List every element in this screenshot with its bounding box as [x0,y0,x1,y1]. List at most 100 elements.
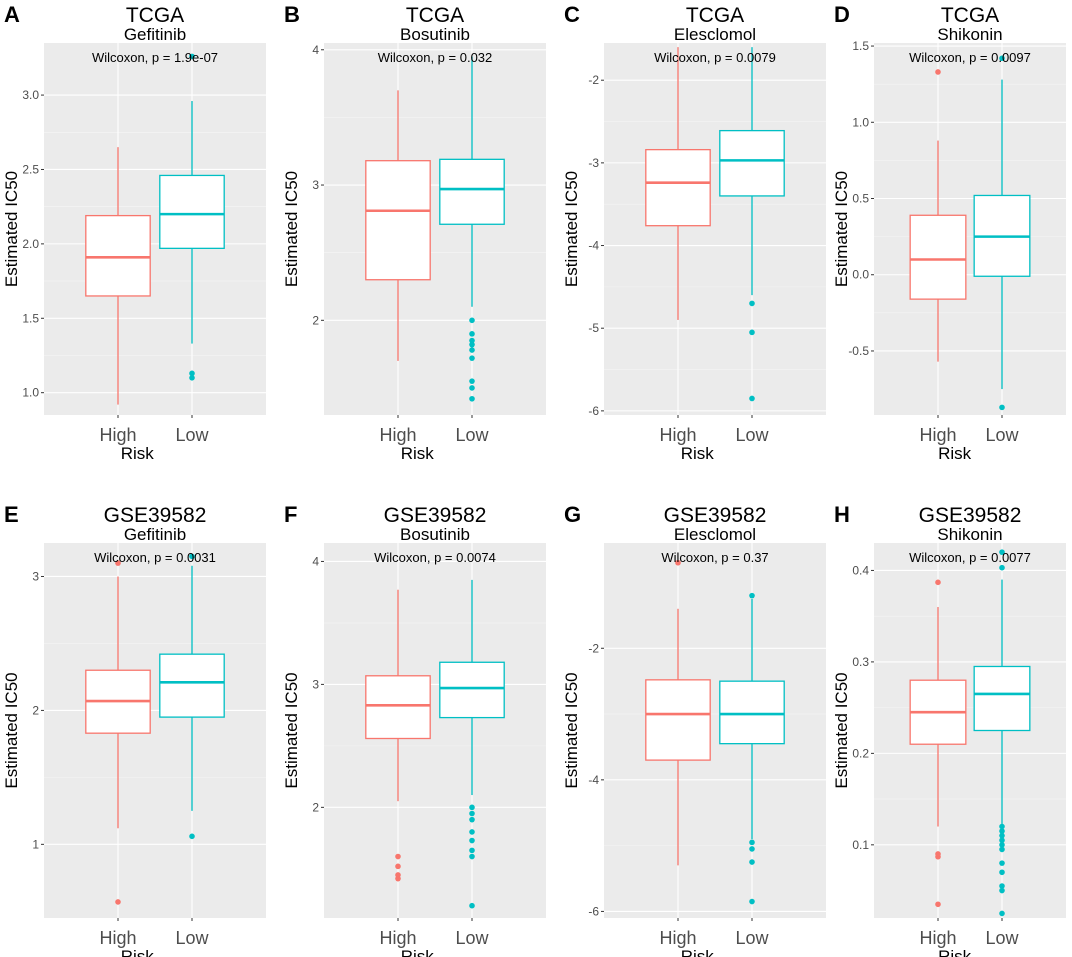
outlier-point [469,378,475,384]
x-tick-label: Low [455,928,489,948]
x-axis-label: Risk [681,947,715,957]
outlier-point [999,846,1005,853]
x-tick-label: High [659,928,696,948]
panel-title: GSE39582 [104,504,207,527]
y-tick-label: 1 [32,837,39,851]
y-tick-label: -0.5 [848,344,869,358]
y-tick-label: -5 [588,321,599,335]
y-tick-label: 1.0 [22,386,39,400]
outlier-point [999,837,1005,844]
panel-subtitle: Shikonin [937,525,1002,544]
outlier-point [749,395,755,402]
outlier-point [469,902,475,909]
panel-subtitle: Gefitinib [124,525,186,544]
outlier-point [749,846,755,852]
box-low [439,579,505,909]
outlier-point [115,899,121,905]
x-axis-label: Risk [681,444,715,463]
outlier-point [935,901,941,908]
outlier-point [999,869,1005,876]
box-low [159,53,225,381]
outlier-point [999,860,1005,866]
iqr-box [645,679,711,761]
iqr-box [159,174,225,249]
x-axis-label: Risk [401,444,435,463]
y-tick-label: -2 [588,73,599,87]
y-tick-label: 0.0 [852,268,869,282]
outlier-point [395,853,401,860]
panel-letter: A [4,2,20,27]
y-tick-label: 0.2 [852,746,869,760]
panel-title: GSE39582 [664,504,767,527]
y-tick-label: 4 [312,43,319,57]
iqr-box [85,214,151,297]
x-tick-label: Low [985,928,1019,948]
outlier-point [469,347,475,353]
y-tick-label: 1.0 [852,115,869,129]
iqr-box [909,214,967,300]
outlier-point [999,842,1005,848]
p-value-label: Wilcoxon, p = 0.0079 [654,50,776,65]
outlier-point [469,385,475,391]
x-tick-label: High [919,928,956,948]
iqr-box [159,653,225,718]
outlier-point [935,851,941,857]
x-tick-label: Low [175,425,209,445]
y-tick-label: 2.0 [22,237,39,251]
x-tick-label: Low [735,425,769,445]
y-tick-label: -2 [588,641,599,655]
outlier-point [469,395,475,402]
box-high [645,559,711,866]
plot-background [324,43,546,415]
outlier-point [115,560,121,566]
outlier-point [999,549,1005,555]
outlier-point [469,337,475,344]
y-tick-label: 2 [32,703,39,717]
y-tick-label: 0.1 [852,838,869,852]
outlier-point [999,828,1005,834]
outlier-point [749,592,755,599]
plot-background [604,43,826,415]
panel-letter: B [284,2,300,27]
outlier-point [469,804,475,811]
box-low [719,47,785,402]
y-axis-label: Estimated IC50 [562,171,581,287]
outlier-point [999,55,1005,62]
plot-background [324,543,546,918]
outlier-point [469,853,475,860]
p-value-label: Wilcoxon, p = 0.0074 [374,550,496,565]
y-tick-label: 2 [312,313,319,327]
y-axis-label: Estimated IC50 [282,672,301,788]
y-axis-label: Estimated IC50 [562,672,581,788]
outlier-point [999,564,1005,571]
x-tick-label: High [99,928,136,948]
panel-title: TCGA [406,4,464,27]
iqr-box [719,680,785,745]
outlier-point [749,329,755,336]
y-axis-label: Estimated IC50 [832,171,851,287]
box-high [909,69,967,362]
y-tick-label: 3 [32,569,39,583]
panel-title: TCGA [941,4,999,27]
panel-title: GSE39582 [919,504,1022,527]
iqr-box [365,160,431,281]
outlier-point [189,375,195,381]
box-high [85,560,151,905]
outlier-point [395,863,401,870]
x-tick-label: Low [735,928,769,948]
panel-letter: H [834,502,850,527]
p-value-label: Wilcoxon, p = 0.0077 [909,550,1031,565]
outlier-point [189,53,195,60]
plot-background [874,43,1066,415]
panel-subtitle: Elesclomol [674,25,756,44]
y-tick-label: -6 [588,904,599,918]
y-tick-label: 2 [312,800,319,814]
box-low [439,56,505,402]
panel-subtitle: Bosutinib [400,525,470,544]
outlier-point [469,829,475,835]
y-tick-label: 3.0 [22,88,39,102]
